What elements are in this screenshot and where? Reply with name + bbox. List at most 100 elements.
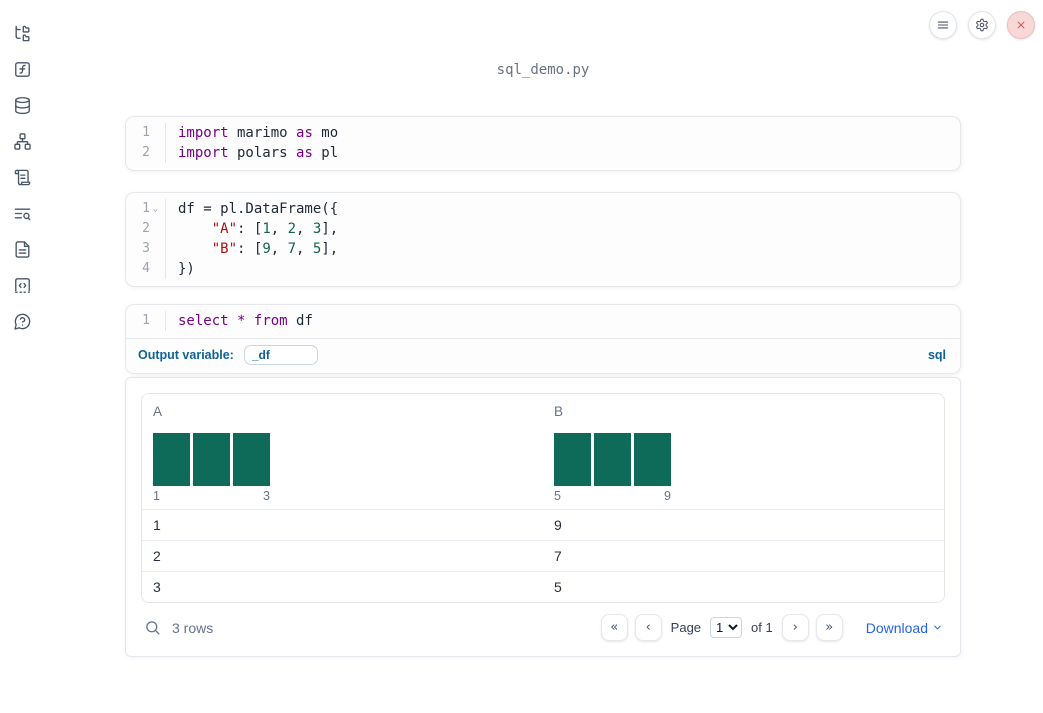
code-line: 2⌄ "A": [1, 2, 3], [126, 219, 960, 239]
histogram-max-label: 9 [664, 489, 671, 503]
first-page-button[interactable]: « [600, 614, 628, 641]
line-number: 2⌄ [126, 143, 166, 163]
settings-button[interactable] [968, 11, 996, 39]
code-cell-dataframe: 1⌄df = pl.DataFrame({2⌄ "A": [1, 2, 3],3… [125, 192, 961, 287]
download-label: Download [865, 619, 928, 636]
database-icon [14, 96, 30, 114]
histogram-bar[interactable] [554, 433, 591, 486]
close-button[interactable] [1007, 11, 1035, 39]
histogram-range-labels: 1 3 [153, 489, 270, 503]
pagination: « ‹ Page 1 of 1 › » Download [600, 614, 943, 641]
code-text: df = pl.DataFrame({ [178, 201, 339, 217]
sql-cell-footer: Output variable: sql [126, 338, 960, 373]
histogram-bar[interactable] [233, 433, 270, 486]
code-line: 2⌄ import polars as pl [126, 143, 960, 163]
sidebar-item-file-explorer[interactable] [12, 23, 32, 43]
last-page-button[interactable]: » [815, 614, 843, 641]
code-editor[interactable]: 1⌄ import marimo as mo 2⌄ import polars as … [126, 117, 960, 170]
code-line: 3⌄ "B": [9, 7, 5], [126, 239, 960, 259]
column-name: B [554, 404, 564, 419]
code-square-icon [14, 277, 30, 293]
chevron-down-icon [934, 625, 941, 630]
page-label: Page [670, 620, 702, 635]
table-cell: 3 [153, 579, 161, 595]
line-number: 2⌄ [126, 219, 166, 239]
sql-output-panel: A 1 3 B 5 9 [125, 377, 961, 657]
histogram-bar[interactable] [193, 433, 230, 486]
text-search-icon [14, 207, 31, 220]
previous-page-button[interactable]: ‹ [634, 614, 662, 641]
table-cell: 1 [153, 517, 161, 533]
code-text: select * from df [178, 313, 313, 329]
histogram-min-label: 1 [153, 489, 160, 503]
chevron-right-icon: › [792, 620, 798, 635]
code-text: "B": [9, 7, 5], [211, 241, 339, 257]
histogram-bar[interactable] [594, 433, 631, 486]
code-line: 1⌄ import marimo as mo [126, 123, 960, 143]
line-number: 1⌄ [126, 123, 166, 143]
hamburger-icon [937, 21, 949, 29]
topbar [929, 11, 1035, 39]
download-button[interactable]: Download [866, 620, 943, 636]
sidebar-item-snippets[interactable] [12, 275, 32, 295]
language-badge[interactable]: sql [927, 348, 946, 362]
sidebar-item-scratchpad[interactable] [12, 167, 32, 187]
histogram-min-label: 5 [554, 489, 561, 503]
network-icon [13, 132, 31, 150]
dataframe-table: A 1 3 B 5 9 [141, 393, 945, 603]
histogram-max-label: 3 [263, 489, 270, 503]
sidebar [0, 0, 44, 713]
code-text: "A": [1, 2, 3], [211, 221, 339, 237]
histogram-a: 1 3 [153, 433, 270, 503]
sidebar-item-table-of-contents[interactable] [12, 203, 32, 223]
column-name: A [153, 404, 163, 419]
row-count: 3 rows [172, 619, 214, 636]
help-circle-icon [13, 313, 30, 330]
sidebar-item-documentation[interactable] [12, 239, 32, 259]
scroll-icon [14, 169, 30, 185]
chevrons-right-icon: » [825, 620, 834, 635]
code-text: import marimo as mo [178, 125, 339, 141]
code-cell-imports: 1⌄ import marimo as mo 2⌄ import polars as … [125, 116, 961, 171]
fold-chevron-icon[interactable]: ⌄ [152, 204, 159, 214]
code-line: 1⌄ select * from df [126, 311, 960, 331]
page-select[interactable]: 1 [710, 617, 743, 638]
chevron-left-icon: ‹ [645, 620, 651, 635]
histogram-bars [153, 433, 270, 486]
table-cell: 5 [554, 579, 562, 595]
sidebar-item-help[interactable] [12, 311, 32, 331]
table-search-button[interactable] [143, 619, 161, 637]
file-text-icon [14, 240, 30, 258]
histogram-bar[interactable] [153, 433, 190, 486]
page-of-label: of 1 [751, 620, 773, 635]
file-tree-icon [14, 25, 30, 41]
code-text: }) [178, 261, 195, 277]
menu-button[interactable] [929, 11, 957, 39]
next-page-button[interactable]: › [781, 614, 809, 641]
table-cell: 9 [554, 517, 562, 533]
close-icon [1017, 21, 1025, 29]
table-header: A 1 3 B 5 9 [142, 394, 944, 509]
gear-icon [976, 18, 988, 32]
output-variable-input[interactable] [243, 345, 318, 365]
sidebar-item-dependency-graph[interactable] [12, 131, 32, 151]
table-cell: 2 [153, 548, 161, 564]
code-line: 1 ⌄ df = pl.DataFrame({ [126, 199, 960, 219]
code-editor[interactable]: 1⌄df = pl.DataFrame({2⌄ "A": [1, 2, 3],3… [126, 193, 960, 286]
sidebar-item-datasources[interactable] [12, 95, 32, 115]
line-number: 3⌄ [126, 239, 166, 259]
histogram-b: 5 9 [554, 433, 671, 503]
column-header-b[interactable]: B 5 9 [543, 404, 944, 503]
search-icon [145, 621, 160, 635]
line-number: 4⌄ [126, 259, 166, 279]
sidebar-item-variables[interactable] [12, 59, 32, 79]
histogram-bar[interactable] [634, 433, 671, 486]
column-header-a[interactable]: A 1 3 [142, 404, 543, 503]
code-text: import polars as pl [178, 145, 339, 161]
code-editor[interactable]: 1⌄ select * from df [126, 305, 960, 338]
notebook-filename: sql_demo.py [496, 62, 590, 78]
